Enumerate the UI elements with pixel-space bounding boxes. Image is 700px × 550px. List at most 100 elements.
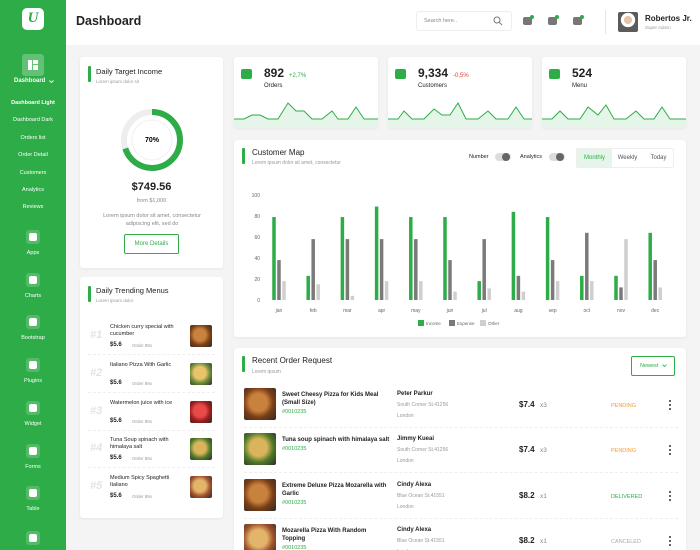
- dashboard-icon[interactable]: [22, 54, 44, 76]
- chevron: [49, 80, 54, 84]
- stat-value: 892: [264, 66, 285, 80]
- bar: [374, 206, 379, 300]
- menu-orders: Order 89x: [132, 494, 153, 500]
- item-divider: [88, 391, 215, 393]
- tab-label: Weekly: [617, 155, 638, 161]
- order-price: $8.2: [519, 535, 535, 545]
- bar: [545, 217, 550, 300]
- header-icon[interactable]: [547, 15, 559, 27]
- header-bar: [66, 0, 700, 45]
- menu-icon[interactable]: [26, 400, 40, 415]
- sidebar: [0, 0, 66, 550]
- row-menu[interactable]: [668, 445, 672, 456]
- menu-icon[interactable]: [26, 358, 40, 373]
- submenu-item[interactable]: Analytics: [21, 187, 44, 193]
- menu-price: $5.6: [110, 493, 122, 500]
- item-divider: [88, 467, 215, 469]
- row-menu[interactable]: [668, 400, 672, 410]
- x-tick-label: dec: [651, 308, 660, 314]
- menu-item[interactable]: Bootstrap: [21, 335, 45, 342]
- sort-button[interactable]: Newest: [631, 356, 675, 376]
- menu-item[interactable]: Forms: [25, 463, 41, 470]
- menu-item[interactable]: Table: [26, 506, 40, 513]
- legend-swatch: [449, 320, 455, 326]
- notification-dot: [580, 15, 584, 19]
- bar-chart: 0 20 40 60 80 100 jan feb mar apr may jun jul aug sep o…: [252, 193, 662, 326]
- menu-dot: [669, 449, 671, 452]
- toggle-switch[interactable]: [549, 153, 565, 161]
- menu-icon[interactable]: [26, 230, 40, 244]
- search-placeholder: Search here..: [424, 18, 458, 24]
- menu-dot: [669, 404, 671, 406]
- bar: [316, 284, 320, 300]
- avatar: [618, 12, 638, 32]
- menu-orders: Order 89x: [132, 418, 153, 424]
- stat-value: 9,334: [418, 66, 449, 80]
- order-id: #0010235: [282, 409, 307, 415]
- bar: [340, 217, 345, 300]
- sort-label: Newest: [640, 363, 659, 369]
- icon-shape: [33, 65, 38, 70]
- menu-price: $5.6: [110, 342, 122, 348]
- order-qty: x3: [540, 447, 547, 455]
- submenu-item[interactable]: Orders list: [20, 134, 46, 141]
- bar: [585, 232, 589, 300]
- menu-dot: [669, 535, 671, 538]
- item-divider: [88, 429, 215, 431]
- stat-value: 524: [572, 66, 593, 80]
- menu-icon[interactable]: [26, 486, 40, 501]
- bar: [658, 287, 662, 300]
- stat-icon: [395, 69, 406, 79]
- order-qty: x1: [540, 492, 547, 500]
- stat-icon: [241, 69, 252, 79]
- legend-label: Income: [426, 321, 441, 326]
- food-image: [190, 438, 212, 461]
- search-box[interactable]: Search here..: [416, 11, 512, 31]
- header-icon[interactable]: [572, 15, 584, 27]
- chevron-line: [662, 364, 667, 368]
- rank: #4: [90, 442, 103, 455]
- bar: [521, 291, 526, 300]
- y-tick-label: 60: [254, 235, 260, 241]
- tab[interactable]: Monthly: [577, 149, 612, 167]
- order-item: Sweet Cheesy Pizza for Kids Meal (Small …: [282, 391, 390, 415]
- menu-title: Dashboard: [14, 78, 46, 84]
- row-menu[interactable]: [668, 490, 672, 501]
- menu-item[interactable]: Widget: [24, 420, 42, 427]
- submenu-item[interactable]: Customers: [19, 169, 47, 176]
- title-accent: [242, 148, 245, 164]
- search-glass: [493, 16, 501, 24]
- x-tick-label: apr: [378, 308, 386, 314]
- row-menu[interactable]: [668, 535, 672, 546]
- menu-dot: [669, 543, 671, 546]
- search-handle: [498, 21, 503, 26]
- menu-item[interactable]: Plugins: [23, 378, 43, 385]
- more-details-button[interactable]: More Details: [124, 234, 179, 254]
- toggle-label: Number: [469, 154, 489, 160]
- donut-inner: [131, 119, 173, 161]
- food-image: [190, 400, 212, 423]
- menu-item[interactable]: Charts: [24, 292, 42, 299]
- notification-dot: [530, 15, 534, 19]
- order-status: PENDING: [611, 403, 637, 409]
- rank: #5: [90, 480, 103, 493]
- tab[interactable]: Today: [643, 149, 674, 167]
- menu-item[interactable]: Apps: [26, 250, 40, 256]
- submenu-item[interactable]: Dashboard Dark: [12, 117, 54, 124]
- menu-price: $5.6: [110, 455, 122, 462]
- tab[interactable]: Weekly: [612, 149, 643, 167]
- menu-dot: [669, 453, 671, 456]
- menu-icon[interactable]: [26, 443, 40, 458]
- submenu-item[interactable]: Order Detail: [18, 152, 48, 159]
- submenu-item[interactable]: Reviews: [22, 204, 44, 211]
- menu-price: $5.6: [110, 417, 122, 424]
- stat-row: 892 +2,7%: [264, 66, 306, 80]
- menu-icon[interactable]: [26, 272, 40, 287]
- submenu-item[interactable]: Dashboard Light: [11, 100, 55, 106]
- toggle-switch[interactable]: [495, 153, 511, 161]
- menu-icon[interactable]: [26, 315, 40, 330]
- icon-shape: [29, 318, 37, 327]
- icon-shape: [241, 69, 252, 79]
- header-icon[interactable]: [522, 15, 534, 27]
